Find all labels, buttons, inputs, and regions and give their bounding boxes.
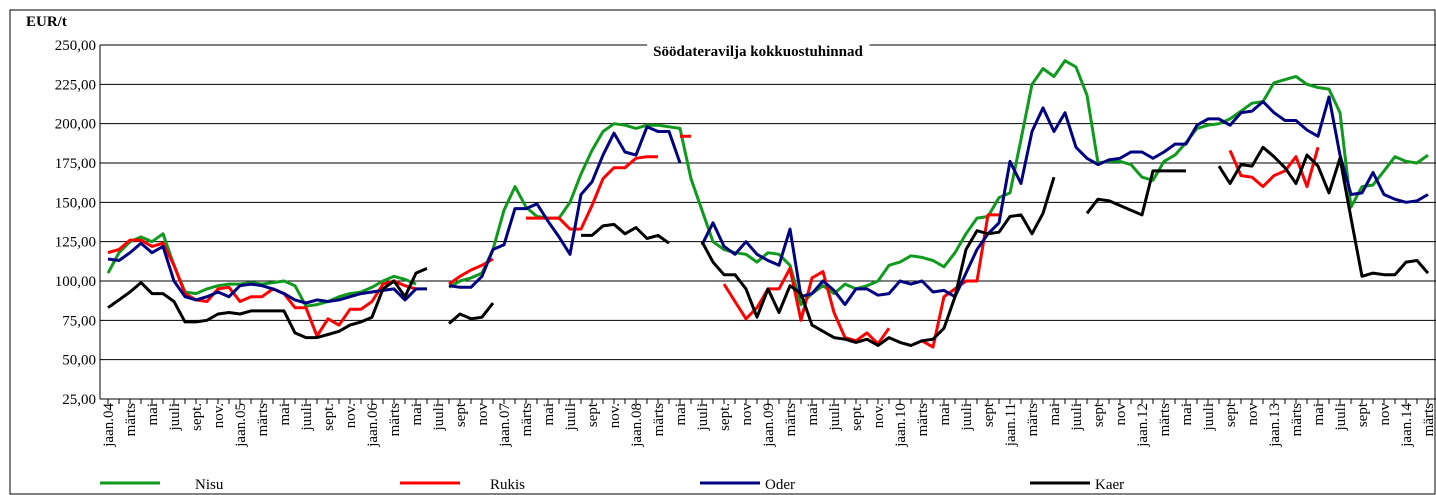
- x-tick-label: nov: [1245, 403, 1261, 426]
- y-tick-label: 250,00: [55, 38, 96, 54]
- x-tick-label: mai: [937, 403, 953, 426]
- x-tick-label: jaan.10: [893, 403, 909, 448]
- y-axis-label: EUR/t: [26, 14, 67, 30]
- x-tick-label: juuli: [959, 403, 975, 432]
- title-background: [647, 44, 870, 60]
- x-tick-label: juuli: [1333, 403, 1349, 432]
- x-tick-label: jaan.06: [365, 403, 381, 448]
- x-tick-label: juuli: [827, 403, 843, 432]
- x-tick-label: mai: [673, 403, 689, 426]
- x-tick-label: märts: [783, 403, 799, 436]
- frame: [9, 9, 1436, 495]
- x-tick-label: sept.: [321, 403, 337, 431]
- x-tick-label: nov.: [871, 403, 887, 428]
- legend-label: Nisu: [195, 477, 224, 493]
- y-tick-label: 200,00: [55, 117, 96, 133]
- y-tick-label: 50,00: [62, 353, 96, 369]
- x-tick-label: märts: [915, 403, 931, 436]
- x-tick-label: mai: [277, 403, 293, 426]
- x-tick-label: sept: [1223, 402, 1239, 427]
- x-tick-label: jaan.07: [497, 403, 513, 448]
- x-tick-label: nov: [1377, 403, 1393, 426]
- x-tick-label: märts: [1157, 403, 1173, 436]
- x-tick-label: jaan.12: [1135, 403, 1151, 448]
- x-tick-label: nov.: [343, 403, 359, 428]
- legend-label: Rukis: [490, 477, 525, 493]
- x-tick-label: juuli: [299, 403, 315, 432]
- x-tick-label: sept.: [189, 403, 205, 431]
- legend-label: Oder: [765, 477, 795, 493]
- chart-title: Söödateravilja kokkuostuhinnad: [653, 44, 863, 60]
- x-tick-label: sept: [453, 402, 469, 427]
- x-tick-label: nov: [1113, 403, 1129, 426]
- x-tick-label: sept: [585, 402, 601, 427]
- x-tick-label: jaan.04: [101, 403, 117, 448]
- x-tick-label: jaan.08: [629, 403, 645, 448]
- y-tick-label: 25,00: [62, 392, 96, 408]
- x-tick-label: märts: [1421, 403, 1436, 436]
- x-tick-label: juuli: [695, 403, 711, 432]
- x-tick-label: jaan.09: [761, 403, 777, 448]
- x-tick-label: sept.: [849, 403, 865, 431]
- x-tick-label: mai: [1047, 403, 1063, 426]
- series-line: [107, 145, 1430, 347]
- x-tick-label: mai: [541, 403, 557, 426]
- x-tick-label: juuli: [431, 403, 447, 432]
- x-tick-label: jaan.11: [1003, 403, 1019, 447]
- x-tick-label: märts: [1289, 403, 1305, 436]
- x-tick-label: juuli: [1201, 403, 1217, 432]
- x-tick-label: märts: [387, 403, 403, 436]
- x-tick-label: sept.: [717, 403, 733, 431]
- y-tick-label: 100,00: [55, 274, 96, 290]
- x-tick-label: juuli: [1069, 403, 1085, 432]
- y-tick-label: 175,00: [55, 156, 96, 172]
- x-tick-label: sept: [1355, 402, 1371, 427]
- y-tick-label: 150,00: [55, 195, 96, 211]
- x-tick-label: märts: [123, 403, 139, 436]
- x-tick-label: nov: [739, 403, 755, 426]
- x-tick-label: mai: [1179, 403, 1195, 426]
- x-tick-label: mai: [1311, 403, 1327, 426]
- x-tick-label: märts: [1025, 403, 1041, 436]
- x-tick-label: nov.: [211, 403, 227, 428]
- x-tick-label: mai: [409, 403, 425, 426]
- x-tick-label: mai: [805, 403, 821, 426]
- x-tick-label: märts: [651, 403, 667, 436]
- x-tick-label: juuli: [563, 403, 579, 432]
- y-tick-label: 125,00: [55, 235, 96, 251]
- x-tick-label: sept: [1091, 402, 1107, 427]
- x-tick-label: nov: [475, 403, 491, 426]
- x-tick-label: jaan.14: [1399, 403, 1415, 448]
- y-tick-label: 75,00: [62, 313, 96, 329]
- series-line: [107, 95, 1429, 307]
- x-tick-label: mai: [145, 403, 161, 426]
- series-line: [106, 59, 1429, 308]
- x-tick-label: jaan.05: [233, 403, 249, 448]
- x-tick-label: märts: [519, 403, 535, 436]
- x-tick-label: jaan.13: [1267, 403, 1283, 448]
- x-tick-label: märts: [255, 403, 271, 436]
- x-tick-label: nov.: [607, 403, 623, 428]
- x-tick-label: juuli: [167, 403, 183, 432]
- series-line: [107, 134, 1320, 349]
- x-tick-label: sept: [981, 402, 997, 427]
- y-tick-label: 225,00: [55, 77, 96, 93]
- legend-label: Kaer: [1095, 477, 1124, 493]
